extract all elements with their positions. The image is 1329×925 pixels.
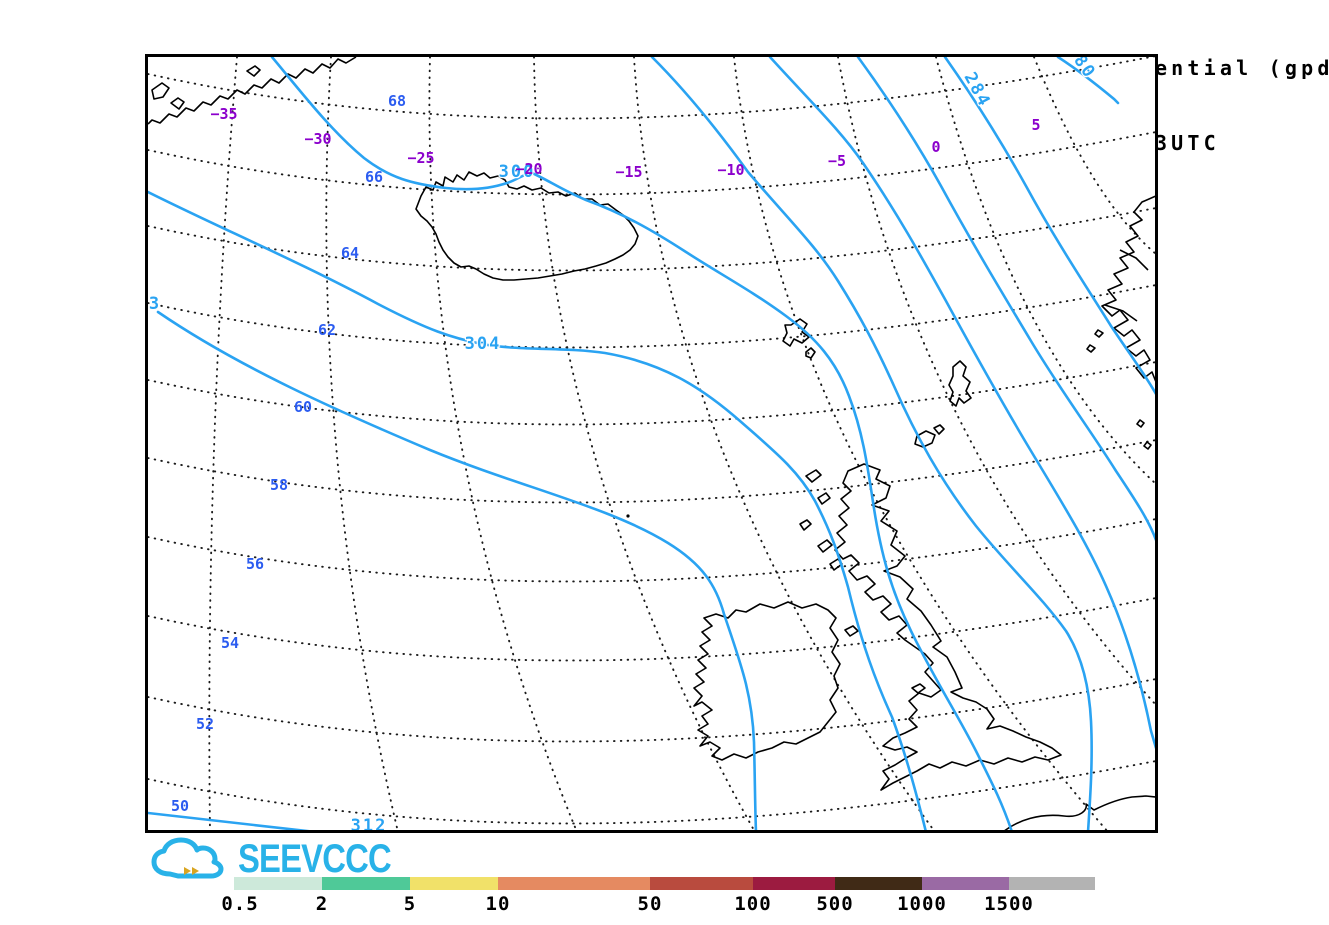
contour-304 (148, 190, 927, 830)
contour-300 (270, 57, 1013, 830)
contour-292 (768, 57, 1155, 749)
latitude-label-50: 50 (170, 797, 190, 815)
colorbar-tick-1000: 1000 (897, 893, 947, 915)
latitude-label-56: 56 (245, 555, 265, 573)
colorbar-tick-1500: 1500 (984, 893, 1034, 915)
small-island-dot (626, 514, 630, 518)
coastlines (148, 57, 1155, 830)
iceland-coast (415, 171, 639, 281)
map-canvas: 300 304 3 312 284 280 −35 −30 −25 −20 −15 −10 −5 0 5 68… (145, 54, 1158, 833)
seevccc-logo: SEEVCCC (148, 836, 424, 882)
contour-280 (1056, 57, 1120, 105)
meridian-graticule (208, 57, 1155, 830)
colorbar-segment-1500 (1009, 877, 1095, 890)
colorbar-tick-500: 500 (816, 893, 854, 915)
colorbar-tick-100: 100 (734, 893, 772, 915)
colorbar-segment-10 (498, 877, 650, 890)
latitude-graticule (148, 57, 1155, 825)
longitude-label-5: 5 (1031, 116, 1041, 134)
longitude-label-−5: −5 (827, 152, 847, 170)
contour-label-312: 312 (350, 816, 388, 833)
great-britain-coast (834, 463, 1062, 791)
colorbar-tick-10: 10 (485, 893, 511, 915)
contour-label-284: 284 (959, 69, 995, 111)
colorbar-segment-5 (410, 877, 498, 890)
map-svg (148, 57, 1155, 830)
latitude-label-60: 60 (293, 398, 313, 416)
colorbar-tick-5: 5 (403, 893, 417, 915)
ireland-coast (693, 601, 841, 761)
longitude-label-0: 0 (931, 138, 941, 156)
geopotential-contours (148, 57, 1155, 830)
faroe-coast (782, 318, 810, 347)
longitude-label-−30: −30 (304, 130, 332, 148)
longitude-label-−25: −25 (407, 149, 435, 167)
contour-284 (943, 57, 1155, 395)
colorbar-tick-0.5: 0.5 (221, 893, 259, 915)
colorbar-tick-50: 50 (637, 893, 663, 915)
cloud-icon (151, 837, 224, 879)
norway-coast (1101, 195, 1155, 382)
contour-312 (148, 811, 311, 830)
latitude-label-62: 62 (317, 321, 337, 339)
france-coast (1004, 795, 1155, 830)
map-label-layer: 300 304 3 312 284 280 −35 −30 −25 −20 −15 −10 −5 0 5 68… (148, 57, 1155, 830)
longitude-label-−20: −20 (515, 160, 543, 178)
colorbar-tick-2: 2 (315, 893, 329, 915)
latitude-label-54: 54 (220, 634, 240, 652)
latitude-label-68: 68 (387, 92, 407, 110)
colorbar-segment-2 (322, 877, 410, 890)
orkney-coast (914, 430, 936, 448)
contour-label-280: 280 (1062, 54, 1100, 83)
logo-text: SEEVCCC (238, 836, 392, 881)
longitude-label-−10: −10 (717, 161, 745, 179)
logo-arrow-icon (184, 867, 199, 875)
contour-288 (856, 57, 1155, 541)
colorbar-segment-100 (753, 877, 835, 890)
longitude-label-−15: −15 (615, 163, 643, 181)
contour-308 (156, 310, 758, 830)
contour-296 (650, 57, 1093, 830)
contour-label-304: 304 (464, 334, 502, 354)
shetland-coast (948, 360, 972, 407)
contour-label-300: 300 (498, 162, 536, 182)
deposition-colorbar: 0.5 2 5 10 50 100 500 1000 1500 (221, 877, 1095, 915)
longitude-label-−35: −35 (210, 105, 238, 123)
latitude-label-52: 52 (195, 715, 215, 733)
colorbar-segment-0.5 (234, 877, 322, 890)
colorbar-segment-50 (650, 877, 753, 890)
greenland-coast (148, 57, 357, 125)
contour-label-3: 3 (148, 294, 162, 314)
colorbar-segment-500 (835, 877, 922, 890)
latitude-label-64: 64 (340, 244, 360, 262)
latitude-label-58: 58 (269, 476, 289, 494)
colorbar-segment-1000 (922, 877, 1009, 890)
latitude-label-66: 66 (364, 168, 384, 186)
